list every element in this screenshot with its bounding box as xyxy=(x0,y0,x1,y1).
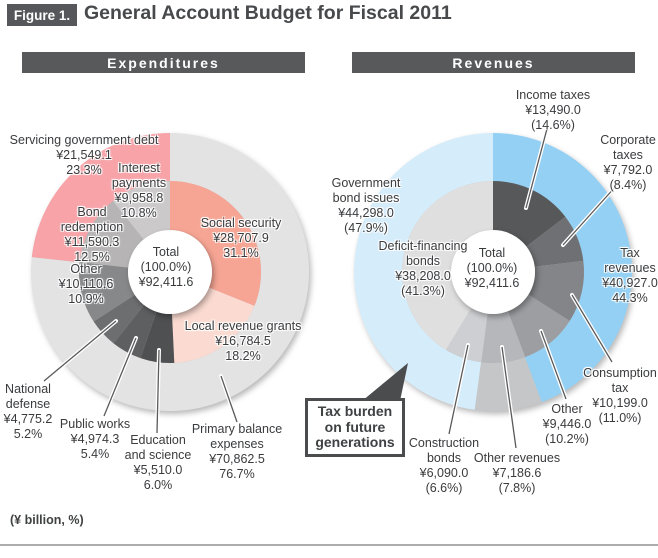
donut-center-revenues xyxy=(451,230,535,314)
label-other-expenditures: Other ¥10,110.6 10.9% xyxy=(58,262,114,306)
label-public-works: Public works ¥4,974.3 5.4% xyxy=(59,417,131,461)
segment-education-science xyxy=(140,311,175,364)
revenues-header: Revenues xyxy=(352,52,635,73)
callout-pointer-icon xyxy=(362,363,408,401)
segment-other-revenues xyxy=(481,311,526,363)
segment-public-works xyxy=(113,304,157,359)
label-other-taxes: Other ¥9,446.0 (10.2%) xyxy=(542,402,592,446)
donut-center-expenditures xyxy=(128,230,212,314)
segment-government-bond-issues xyxy=(354,133,493,410)
segment-income-taxes xyxy=(493,181,566,247)
leader-lines-expenditures xyxy=(42,319,239,435)
label-construction-bonds: Construction bonds ¥6,090.0 (6.6%) xyxy=(408,436,480,495)
segment-local-revenue-grants xyxy=(171,287,255,363)
unit-note: (¥ billion, %) xyxy=(10,513,84,527)
label-interest-payments: Interest payments ¥9,958.8 10.8% xyxy=(111,161,167,220)
segment-interest-payments xyxy=(112,181,170,240)
label-government-bond-issues: Government bond issues ¥44,298.0 (47.9%) xyxy=(331,176,401,235)
label-deficit-financing-bonds: Deficit-financing bonds ¥38,208.0 (41.3%… xyxy=(378,239,468,298)
label-total-expenditures: Total (100.0%) ¥92,411.6 xyxy=(138,245,194,289)
segment-servicing-government-debt xyxy=(31,133,170,263)
segment-consumption-tax xyxy=(528,260,585,321)
segment-construction-bonds xyxy=(445,307,488,363)
segment-corporate-taxes xyxy=(526,216,584,267)
tax-burden-callout: Tax burden on future generations xyxy=(305,398,405,457)
segment-bond-redemption xyxy=(79,201,144,268)
label-bond-redemption: Bond redemption ¥11,590.3 12.5% xyxy=(60,205,124,264)
segment-primary-balance-expenses xyxy=(30,133,309,411)
bottom-divider xyxy=(0,544,658,546)
segment-other-expenditures xyxy=(78,262,135,322)
donut-revenues xyxy=(354,133,632,411)
label-other-revenues: Other revenues ¥7,186.6 (7.8%) xyxy=(473,451,561,495)
label-social-security: Social security ¥28,707.9 31.1% xyxy=(200,216,282,260)
label-total-revenues: Total (100.0%) ¥92,411.6 xyxy=(464,246,520,290)
segment-other-taxes xyxy=(507,294,570,358)
label-primary-balance-expenses: Primary balance expenses ¥70,862.5 76.7% xyxy=(191,422,283,481)
label-national-defense: National defense ¥4,775.2 5.2% xyxy=(3,382,53,441)
label-education-science: Education and science ¥5,510.0 6.0% xyxy=(124,433,192,492)
segment-deficit-financing-bonds xyxy=(402,181,493,350)
donut-expenditures xyxy=(30,133,309,411)
label-corporate-taxes: Corporate taxes ¥7,792.0 (8.4%) xyxy=(600,133,656,192)
figure-title: General Account Budget for Fiscal 2011 xyxy=(84,2,452,24)
label-servicing-government-debt: Servicing government debt ¥21,549.1 23.3… xyxy=(9,133,159,177)
label-tax-revenues: Tax revenues ¥40,927.0 44.3% xyxy=(602,246,658,305)
label-local-revenue-grants: Local revenue grants ¥16,784.5 18.2% xyxy=(184,319,302,363)
segment-social-security xyxy=(170,181,261,306)
expenditures-header: Expenditures xyxy=(22,52,305,73)
figure-number-badge: Figure 1. xyxy=(7,4,77,26)
label-consumption-tax: Consumption tax ¥10,199.0 (11.0%) xyxy=(583,366,657,425)
label-income-taxes: Income taxes ¥13,490.0 (14.6%) xyxy=(515,88,591,132)
leader-lines-revenues xyxy=(447,123,618,450)
